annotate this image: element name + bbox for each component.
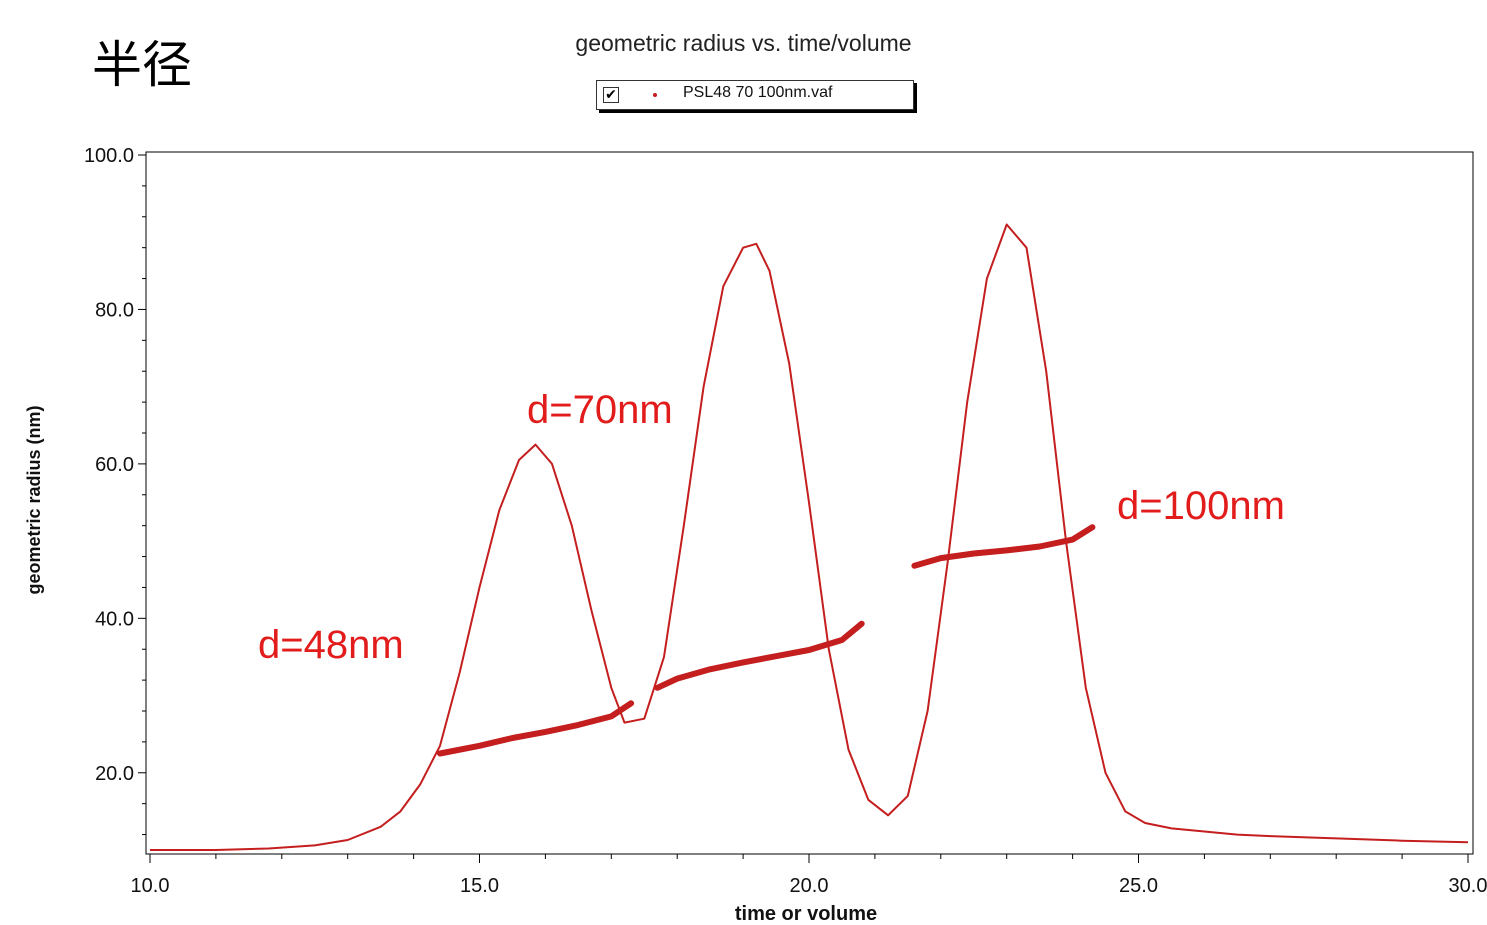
page-heading: 半径	[92, 36, 192, 94]
x-axis-ticks: 10.0 15.0 20.0 25.0 30.0	[131, 854, 1487, 897]
x-axis-label: time or volume	[735, 903, 877, 925]
radius-segment-d-70nm	[654, 620, 865, 691]
y-tick-label: 40.0	[95, 608, 134, 630]
legend-label: PSL48 70 100nm.vaf	[683, 84, 833, 101]
chart-title: geometric radius vs. time/volume	[575, 30, 912, 56]
series-line-signal	[150, 223, 1469, 851]
series-layer	[150, 223, 1469, 851]
radius-segment-d-100nm	[911, 524, 1096, 569]
y-tick-label: 80.0	[95, 299, 134, 321]
legend: ✔ PSL48 70 100nm.vaf	[596, 80, 914, 110]
annotation-d100: d=100nm	[1117, 484, 1285, 528]
y-tick-label: 100.0	[84, 145, 134, 167]
x-tick-label: 30.0	[1449, 875, 1487, 897]
y-tick-label: 60.0	[95, 454, 134, 476]
y-tick-label: 20.0	[95, 763, 134, 785]
x-tick-label: 10.0	[131, 875, 170, 897]
annotation-d48: d=48nm	[258, 623, 404, 667]
annotation-d70: d=70nm	[527, 388, 673, 432]
y-axis-ticks: 20.0 40.0 60.0 80.0 100.0	[84, 145, 146, 836]
legend-checkbox[interactable]: ✔	[603, 87, 619, 103]
y-axis-label: geometric radius (nm)	[24, 405, 44, 594]
x-tick-label: 15.0	[460, 875, 499, 897]
x-tick-label: 25.0	[1119, 875, 1158, 897]
radius-segment-d-48nm	[437, 700, 635, 757]
x-tick-label: 20.0	[790, 875, 829, 897]
legend-marker-icon	[653, 93, 657, 97]
